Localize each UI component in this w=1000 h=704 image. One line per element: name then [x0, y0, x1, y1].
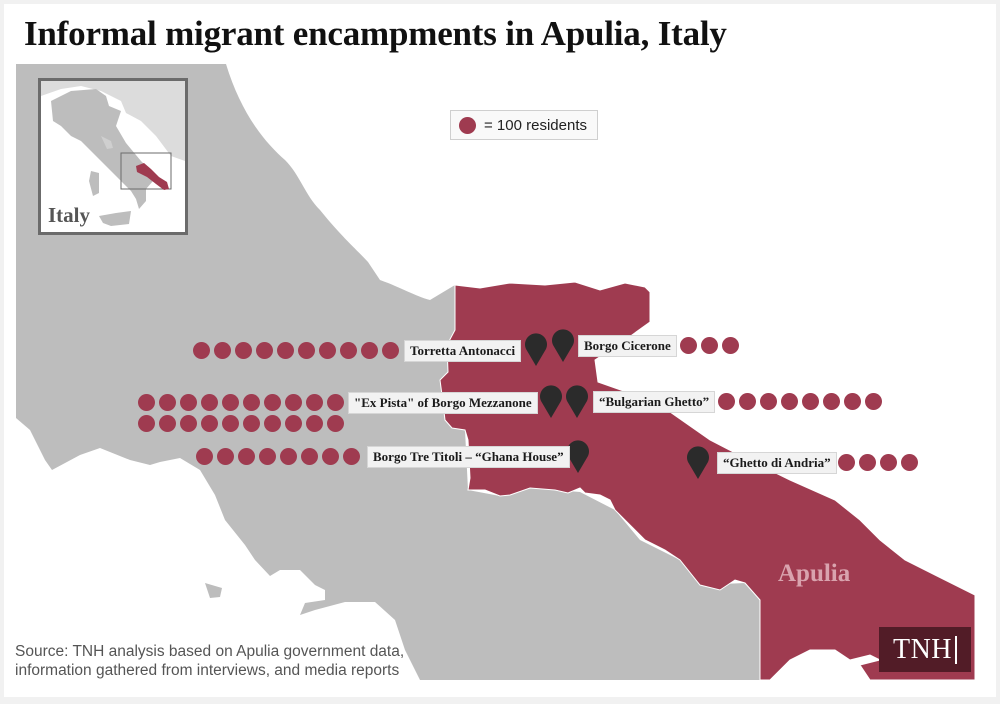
- dots-ex-pista: [138, 394, 344, 432]
- legend-label: = 100 residents: [484, 116, 587, 134]
- page-title: Informal migrant encampments in Apulia, …: [24, 14, 727, 53]
- inset-label: Italy: [48, 203, 90, 227]
- italy-shape: [51, 89, 153, 209]
- dots-bulgarian-ghetto: [718, 393, 882, 410]
- source-line-1: Source: TNH analysis based on Apulia gov…: [15, 643, 405, 660]
- map-pin-icon[interactable]: [551, 328, 575, 362]
- region-label-apulia: Apulia: [778, 560, 851, 587]
- map-legend: = 100 residents: [450, 110, 598, 140]
- map-pin-icon[interactable]: [566, 439, 590, 473]
- red-dot-icon: [459, 116, 476, 134]
- island: [205, 583, 222, 598]
- map-pin-icon[interactable]: [539, 384, 563, 418]
- map-pin-icon[interactable]: [686, 445, 710, 479]
- dots-borgo-tre-titoli: [196, 448, 360, 465]
- logo-text: TNH: [892, 633, 953, 665]
- logo-bar-icon: [955, 635, 958, 664]
- map-pin-icon[interactable]: [565, 384, 589, 418]
- label-ghetto-di-andria: “Ghetto di Andria”: [717, 452, 837, 474]
- label-borgo-tre-titoli: Borgo Tre Titoli – “Ghana House”: [367, 446, 570, 468]
- tnh-logo: TNH: [879, 627, 971, 672]
- label-ex-pista: "Ex Pista" of Borgo Mezzanone: [348, 392, 538, 414]
- label-borgo-cicerone: Borgo Cicerone: [578, 335, 677, 357]
- source-line-2: information gathered from interviews, an…: [15, 662, 400, 679]
- tyrrhenian-sea: [16, 418, 420, 680]
- apulia-inset-highlight: [136, 163, 169, 190]
- dots-ghetto-di-andria: [838, 454, 918, 471]
- source-note: Source: TNH analysis based on Apulia gov…: [15, 642, 404, 680]
- italy-inset-svg: [41, 81, 185, 232]
- label-bulgarian-ghetto: “Bulgarian Ghetto”: [593, 391, 716, 413]
- dots-borgo-cicerone: [680, 337, 739, 354]
- dots-torretta-antonacci: [193, 342, 399, 359]
- italy-inset-map: Italy: [38, 78, 188, 235]
- apulia-region: [439, 281, 976, 681]
- map-pin-icon[interactable]: [524, 332, 548, 366]
- label-torretta-antonacci: Torretta Antonacci: [404, 340, 522, 362]
